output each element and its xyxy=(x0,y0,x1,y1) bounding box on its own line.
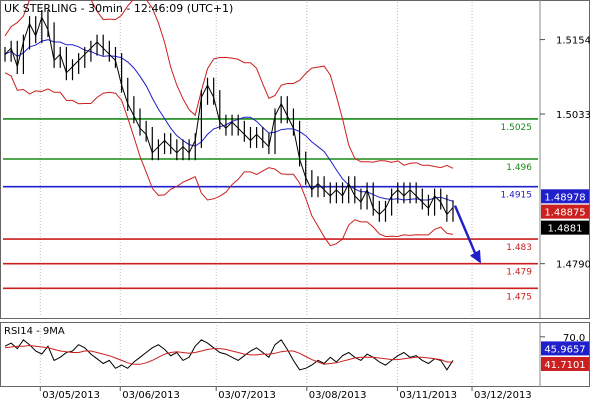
moving-average xyxy=(4,39,454,202)
price-tags: 1.48978 1.48875 1.4881 xyxy=(541,189,589,235)
horizontal-levels: 1.5025 1.496 1.4915 1.483 1.479 1.475 xyxy=(3,118,538,302)
forecast-arrow xyxy=(453,205,481,264)
price-tag-box xyxy=(541,204,589,219)
level-label: 1.479 xyxy=(506,268,532,278)
rsi-grid xyxy=(39,325,473,384)
level-label: 1.475 xyxy=(506,292,532,302)
rsi-tag-label: 45.9657 xyxy=(544,344,585,355)
rsi-tag-box xyxy=(541,341,589,356)
bollinger-lower xyxy=(4,72,454,247)
bollinger-bands xyxy=(4,0,454,247)
date-axis: 03/05/2013 03/06/2013 03/07/2013 03/08/2013… xyxy=(39,387,532,401)
date-label: 03/06/2013 xyxy=(122,390,180,400)
bollinger-upper xyxy=(4,0,454,169)
level-label: 1.496 xyxy=(506,163,532,173)
rsi-axis-ticks: 70.0 xyxy=(540,333,585,344)
rsi-ma-line xyxy=(4,344,453,365)
ma-line xyxy=(4,39,454,202)
level-label: 1.5025 xyxy=(501,123,533,133)
price-tag-label: 1.48978 xyxy=(544,192,585,203)
price-tag-label: 1.48875 xyxy=(544,208,585,219)
rsi-line xyxy=(4,339,454,371)
price-axis-ticks: 1.5154 1.5033 1.4790 xyxy=(540,36,590,271)
arrow-head xyxy=(470,249,481,264)
rsi-tag-label: 41.7101 xyxy=(544,360,585,371)
date-label: 03/07/2013 xyxy=(218,390,276,400)
rsi-series xyxy=(4,339,454,371)
price-tick-label: 1.5033 xyxy=(556,110,590,121)
date-label: 03/12/2013 xyxy=(474,390,532,400)
rsi-title: RSI14 - 9MA xyxy=(4,326,65,337)
level-label: 1.4915 xyxy=(501,191,533,201)
price-tick-label: 1.5154 xyxy=(556,36,590,47)
arrow-shaft xyxy=(453,205,479,259)
chart-title: UK STERLING - 30min - 12:46:09 (UTC+1) xyxy=(4,2,233,15)
price-tick-label: 1.4790 xyxy=(556,260,590,271)
price-tag-box xyxy=(541,189,589,204)
date-label: 03/08/2013 xyxy=(309,390,367,400)
level-label: 1.483 xyxy=(506,243,532,253)
price-line xyxy=(4,16,454,216)
rsi-tick-label: 70.0 xyxy=(563,333,585,344)
rsi-value-tags: 45.9657 41.7101 xyxy=(541,341,589,371)
rsi-panel-frame xyxy=(0,322,590,387)
price-series xyxy=(4,10,454,222)
price-tag-box xyxy=(541,220,589,235)
date-label: 03/05/2013 xyxy=(42,390,100,400)
rsi-tag-box xyxy=(541,356,589,371)
date-label: 03/11/2013 xyxy=(399,390,457,400)
price-tag-label: 1.4881 xyxy=(548,224,583,235)
